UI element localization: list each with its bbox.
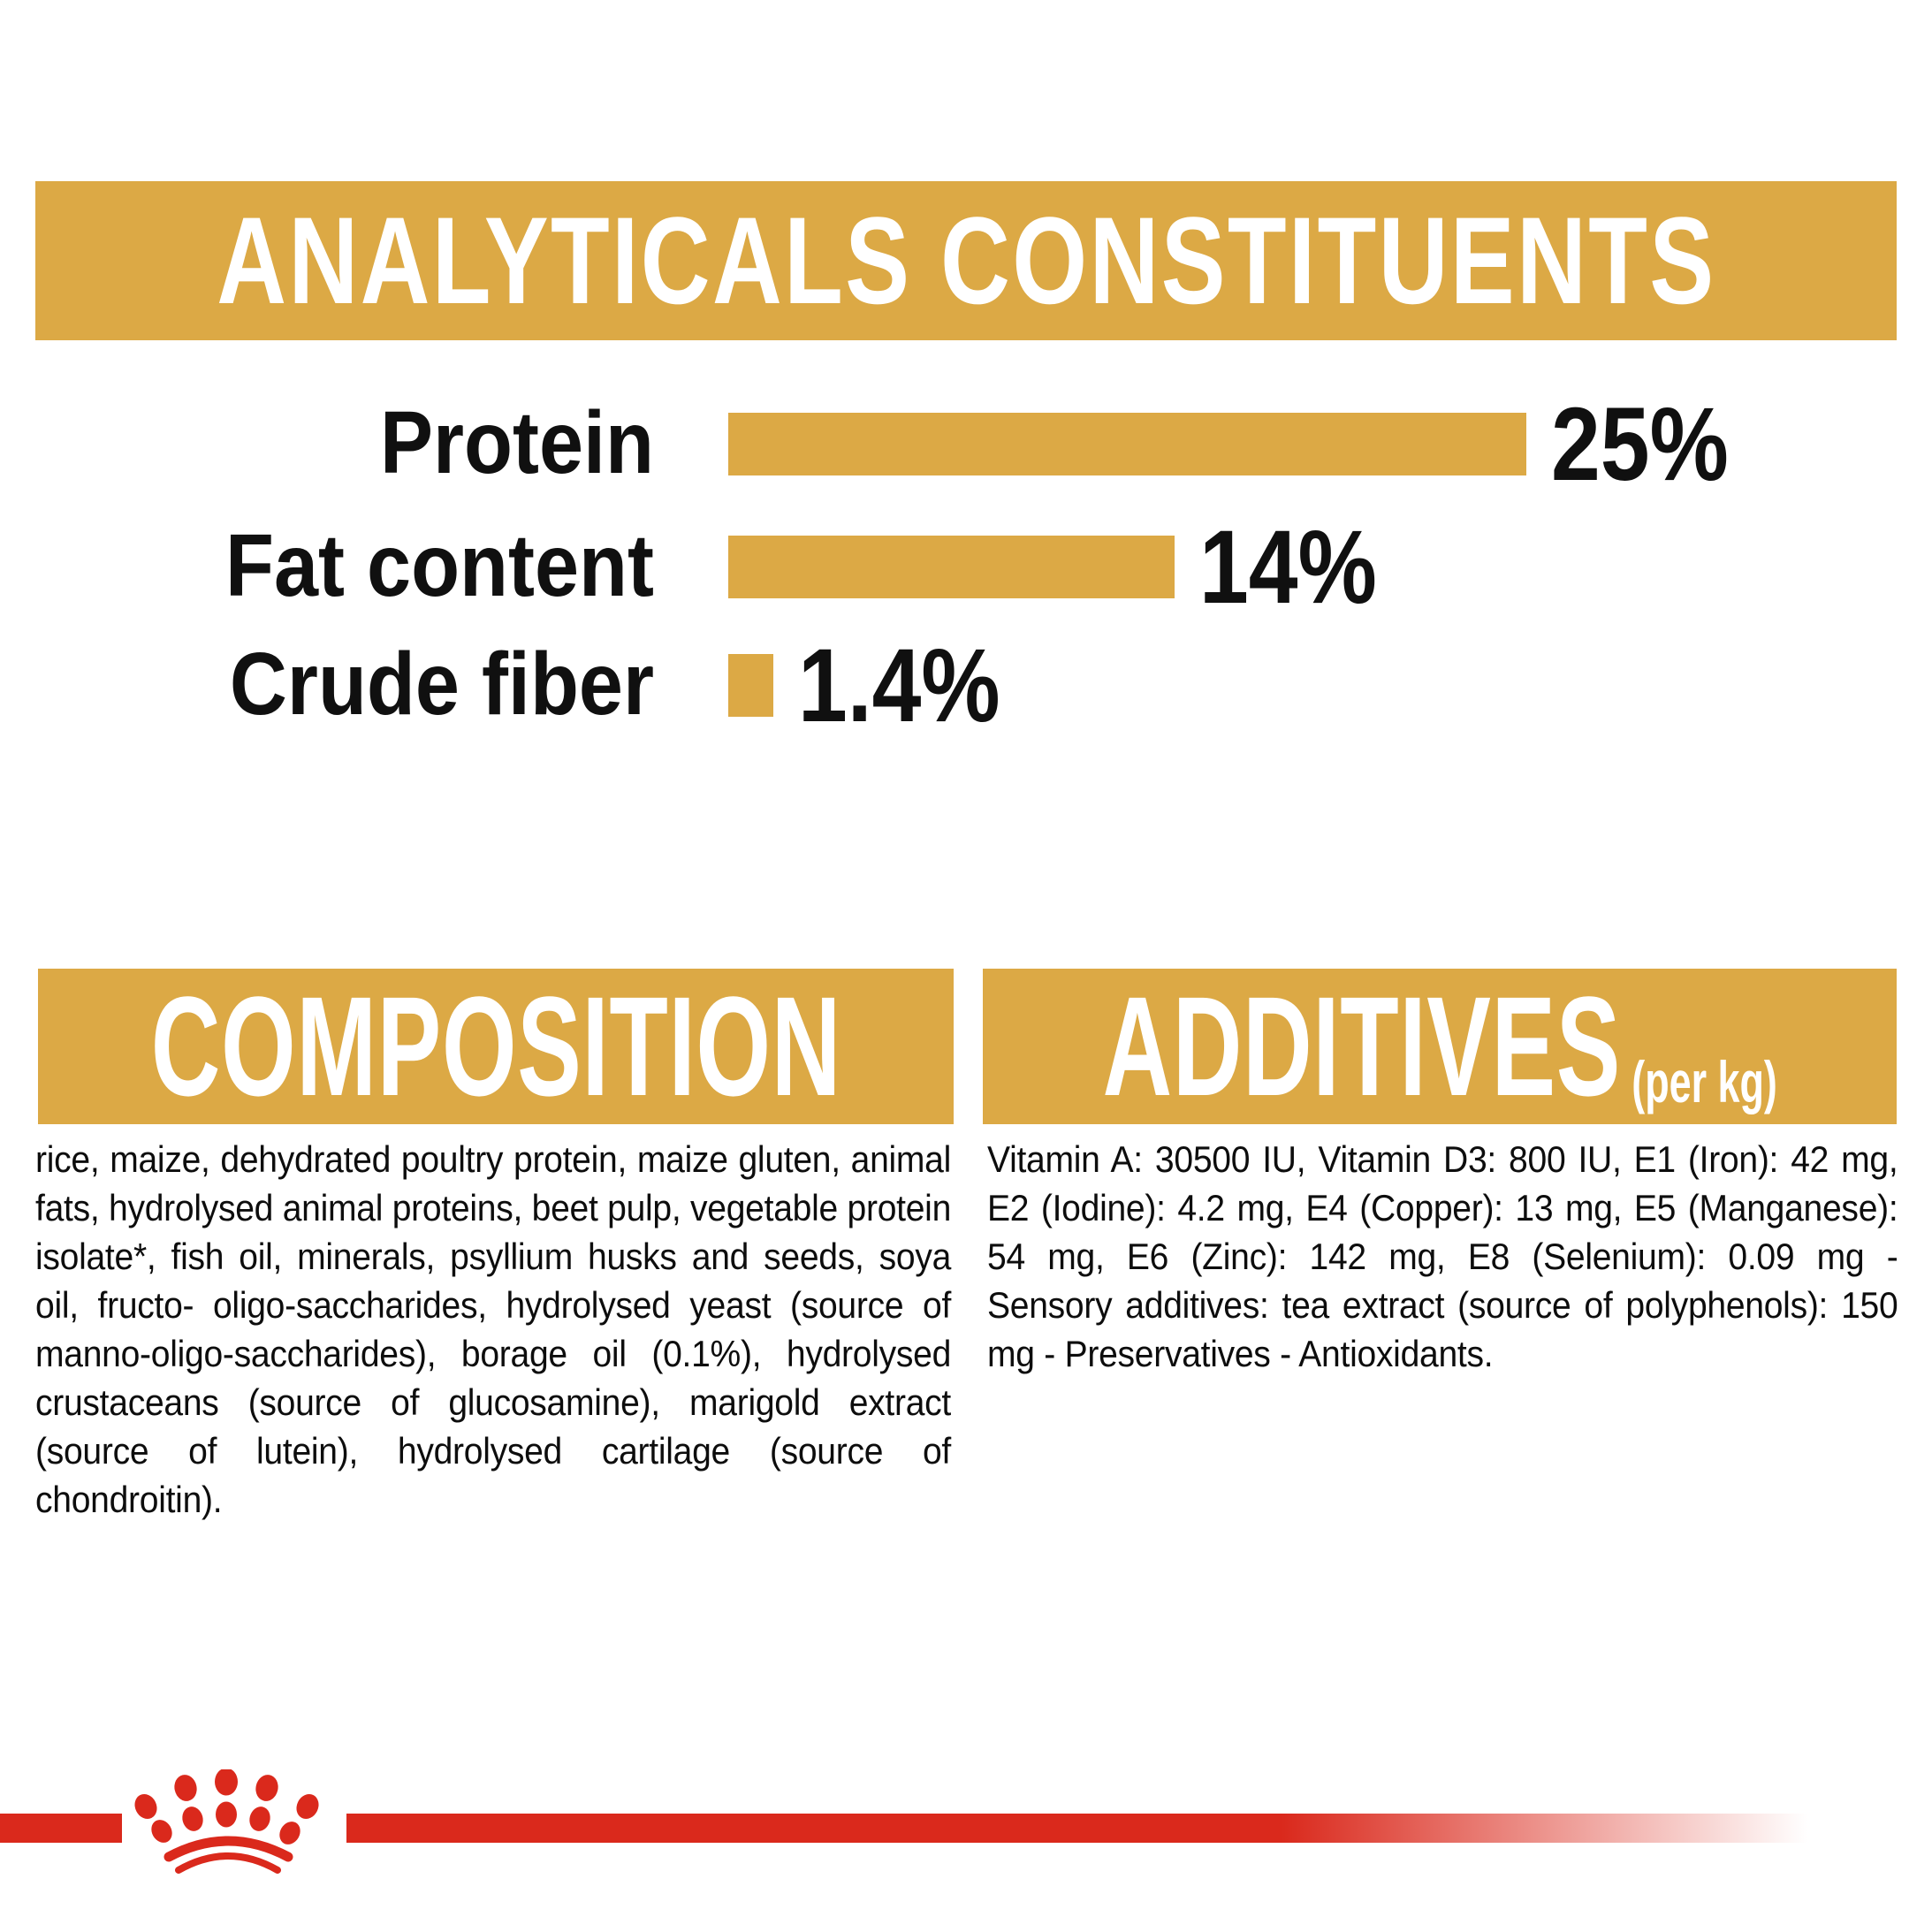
- analyticals-banner: ANALYTICALS CONSTITUENTS: [35, 181, 1897, 340]
- additives-title: ADDITIVES (per kg): [1102, 976, 1776, 1117]
- additives-unit-suffix: (per kg): [1632, 1049, 1777, 1114]
- chart-bar: [728, 536, 1175, 598]
- royal-canin-crown-paw-logo: [134, 1769, 319, 1874]
- chart-row-fat-content: Fat content 14%: [0, 515, 1932, 620]
- chart-value-label: 14%: [1199, 508, 1378, 626]
- chart-bar: [728, 654, 773, 717]
- composition-banner: COMPOSITION: [38, 969, 954, 1124]
- footer-red-stripe-right: [346, 1814, 1807, 1843]
- chart-row-protein: Protein 25%: [0, 392, 1932, 497]
- chart-category-label: Crude fiber: [229, 634, 654, 734]
- chart-value-label: 25%: [1550, 385, 1729, 503]
- footer-red-stripe-left: [0, 1814, 122, 1843]
- additives-banner: ADDITIVES (per kg): [983, 969, 1897, 1124]
- chart-value-label: 1.4%: [797, 627, 1000, 744]
- additives-title-text: ADDITIVES: [1102, 967, 1621, 1125]
- chart-bar: [728, 413, 1526, 475]
- chart-category-label: Fat content: [225, 515, 654, 615]
- additives-body-text: Vitamin A: 30500 IU, Vitamin D3: 800 IU,…: [987, 1138, 1898, 1374]
- chart-row-crude-fiber: Crude fiber 1.4%: [0, 634, 1932, 738]
- composition-title: COMPOSITION: [150, 967, 841, 1125]
- composition-body-text: rice, maize, dehydrated poultry protein,…: [35, 1138, 952, 1520]
- analyticals-title: ANALYTICALS CONSTITUENTS: [216, 191, 1716, 330]
- chart-category-label: Protein: [379, 392, 654, 492]
